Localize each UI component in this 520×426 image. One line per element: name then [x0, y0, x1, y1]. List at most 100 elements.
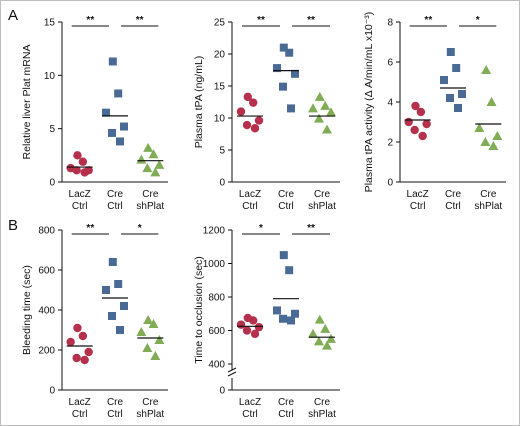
panel-label-b: B — [8, 217, 18, 234]
chart-1-x-label-cre-line2: Ctrl — [107, 201, 123, 212]
chart-2-x-label-shplat-line2: shPlat — [308, 201, 336, 212]
chart-5-cre-point-2 — [285, 266, 294, 275]
chart-2-y-tick-label: 25 — [214, 18, 226, 29]
chart-3-x-label-cre-line1: Cre — [445, 189, 462, 200]
chart-2-lacz-point-3 — [236, 107, 246, 116]
chart-3-x-label-shplat-line1: Cre — [480, 189, 497, 200]
chart-4-shplat-point-5 — [142, 343, 153, 352]
chart-4-cre-point-3 — [102, 286, 110, 294]
chart-2-y-tick-label: 15 — [214, 82, 226, 93]
chart-3-y-axis-label: Plasma tPA activity (Δ A/min/mL x10⁻³) — [363, 12, 375, 193]
chart-3-y-tick-label: 4 — [387, 98, 393, 109]
chart-2-y-tick-label: 20 — [214, 50, 226, 61]
chart-1-cre-point-2 — [114, 89, 123, 98]
chart-2-cre-point-2 — [285, 48, 294, 57]
chart-4-shplat-point-2 — [148, 319, 159, 328]
chart-2-y-tick-label: 10 — [214, 114, 226, 125]
chart-4-lacz-point-1 — [73, 323, 82, 333]
chart-2-cre-point-4 — [291, 69, 299, 78]
chart-4-y-tick-label: 600 — [38, 266, 55, 277]
chart-1-x-label-cre-line1: Cre — [107, 189, 124, 200]
chart-4-sig-label-2: * — [138, 223, 142, 234]
chart-4-shplat-point-3 — [136, 327, 147, 336]
chart-5-lacz-point-2 — [249, 316, 258, 325]
chart-5-cre-point-6 — [287, 316, 295, 325]
chart-3-cre-point-3 — [440, 76, 448, 84]
chart-4-x-label-lacz-line1: LacZ — [69, 397, 91, 408]
chart-1-shplat-point-6 — [150, 167, 161, 177]
chart-5-y-tick-label: 0 — [219, 386, 225, 397]
chart-4-cre-point-2 — [114, 280, 123, 288]
chart-2-cre-point-5 — [279, 82, 287, 91]
chart-3-cre-point-1 — [446, 48, 455, 56]
chart-3-lacz-point-3 — [404, 117, 413, 127]
chart-1-x-label-lacz-line2: Ctrl — [72, 201, 88, 212]
chart-3-shplat-point-6 — [488, 141, 499, 150]
chart-1-shplat-point-2 — [148, 149, 159, 159]
chart-2-lacz-point-2 — [249, 98, 258, 107]
chart-4-lacz-point-4 — [84, 347, 93, 357]
chart-5-x-label-lacz-line2: Ctrl — [242, 409, 258, 420]
chart-4-y-tick-label: 0 — [49, 386, 55, 397]
chart-3-lacz-point-2 — [416, 107, 426, 117]
chart-3-shplat-point-2 — [486, 97, 497, 106]
chart-2-cre-point-6 — [287, 104, 295, 113]
chart-1-sig-label-1: ** — [86, 15, 94, 26]
chart-3-lacz-point-5 — [410, 125, 419, 135]
chart-1-shplat-point-4 — [154, 159, 165, 169]
chart-3-shplat-point-4 — [492, 131, 503, 140]
chart-4-shplat-point-6 — [150, 351, 161, 360]
chart-3-x-label-cre-line2: Ctrl — [445, 201, 461, 212]
chart-5-y-tick-label: 600 — [208, 326, 225, 337]
chart-2-lacz-point-1 — [243, 92, 252, 102]
chart-4-x-label-cre-line1: Cre — [107, 397, 124, 408]
panel-label-a: A — [8, 7, 18, 24]
chart-5-sig-label-2: ** — [307, 223, 315, 234]
chart-3-cre-point-4 — [458, 90, 466, 98]
chart-5-lacz-point-6 — [250, 329, 260, 339]
chart-2-shplat-point-2 — [320, 100, 331, 110]
chart-1-cre-point-1 — [108, 57, 117, 66]
chart-4-y-tick-label: 400 — [38, 306, 55, 317]
chart-1-lacz-point-6 — [80, 168, 89, 177]
chart-5-lacz-point-5 — [242, 326, 252, 335]
chart-4-x-label-lacz-line2: Ctrl — [72, 409, 88, 420]
chart-5: 0 400 600 800 1000 1200 Time to occlusion (sec… — [193, 223, 340, 420]
chart-3-shplat-point-5 — [480, 137, 491, 146]
chart-4-y-tick-label: 800 — [38, 226, 55, 237]
chart-2-sig-label-2: ** — [307, 15, 315, 26]
chart-3-sig-label-2: * — [476, 15, 480, 26]
chart-4-cre-point-5 — [108, 312, 116, 320]
chart-2-y-axis-label: Plasma tPA (ng/mL) — [193, 56, 205, 149]
chart-3-shplat-point-1 — [481, 65, 492, 74]
chart-2-y-tick-label: 5 — [219, 146, 225, 157]
chart-3-shplat-point-3 — [474, 123, 485, 132]
chart-5-y-axis-label: Time to occlusion (sec) — [193, 256, 205, 364]
chart-1-y-tick-label: 0 — [49, 178, 55, 189]
chart-4-y-tick-label: 200 — [38, 346, 55, 357]
chart-2-shplat-point-1 — [314, 91, 325, 101]
chart-3-sig-label-1: ** — [424, 15, 432, 26]
chart-2-x-label-lacz-line2: Ctrl — [242, 201, 258, 212]
chart-5-axis-break-mark-2 — [227, 371, 237, 377]
chart-2-x-label-shplat-line1: Cre — [314, 189, 331, 200]
chart-1-shplat-point-3 — [136, 154, 147, 164]
chart-1-x-label-shplat-line1: Cre — [142, 189, 159, 200]
chart-5-y-tick-label: 400 — [208, 360, 225, 371]
chart-5-x-label-lacz-line1: LacZ — [239, 397, 261, 408]
chart-5-cre-point-1 — [279, 251, 288, 260]
chart-5-shplat-point-1 — [314, 314, 325, 324]
chart-1-lacz-point-5 — [72, 166, 81, 175]
chart-5-cre-point-4 — [291, 309, 299, 318]
chart-3: 0 2 4 6 8 Plasma tPA activity (Δ A/min/mL x10… — [363, 12, 506, 212]
chart-3-x-label-shplat-line2: shPlat — [474, 201, 502, 212]
chart-4-lacz-point-6 — [80, 355, 89, 365]
chart-1-lacz-point-1 — [73, 151, 82, 160]
chart-4-lacz-point-3 — [66, 337, 75, 347]
chart-3-y-tick-label: 8 — [387, 18, 393, 29]
chart-4-cre-point-1 — [108, 258, 117, 266]
chart-4-x-label-cre-line2: Ctrl — [107, 409, 123, 420]
chart-4-x-label-shplat-line2: shPlat — [136, 409, 164, 420]
